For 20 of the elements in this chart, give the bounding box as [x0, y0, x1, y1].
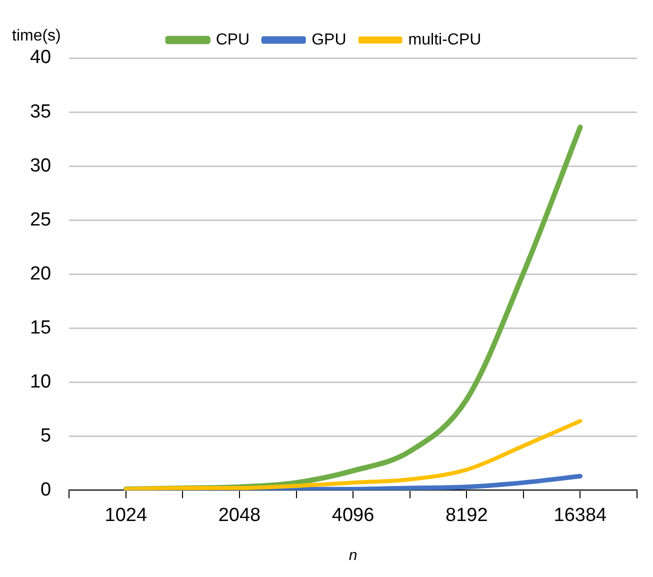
y-tick-label: 5	[40, 425, 52, 446]
x-tick-label: 16384	[554, 504, 608, 526]
y-tick-label: 10	[30, 371, 52, 392]
y-tick-label: 15	[30, 317, 52, 338]
legend-label: GPU	[312, 31, 346, 48]
y-tick-label: 0	[40, 479, 52, 500]
y-tick-label: 30	[30, 155, 52, 176]
y-tick-label: 35	[30, 101, 52, 122]
y-tick-label: 20	[30, 263, 52, 284]
legend-label: CPU	[216, 31, 250, 48]
legend-label: multi-CPU	[408, 31, 482, 48]
x-tick-label: 8192	[446, 504, 488, 526]
line-series	[124, 419, 582, 490]
x-tick-label: 2048	[218, 504, 261, 526]
x-axis-title: n	[348, 547, 358, 564]
y-tick-label: 25	[30, 209, 52, 230]
x-tick-label: 1024	[104, 504, 148, 526]
y-tick-label: 40	[30, 47, 52, 68]
x-tick-label: 4096	[332, 504, 374, 526]
y-axis-title: time(s)	[12, 27, 61, 44]
